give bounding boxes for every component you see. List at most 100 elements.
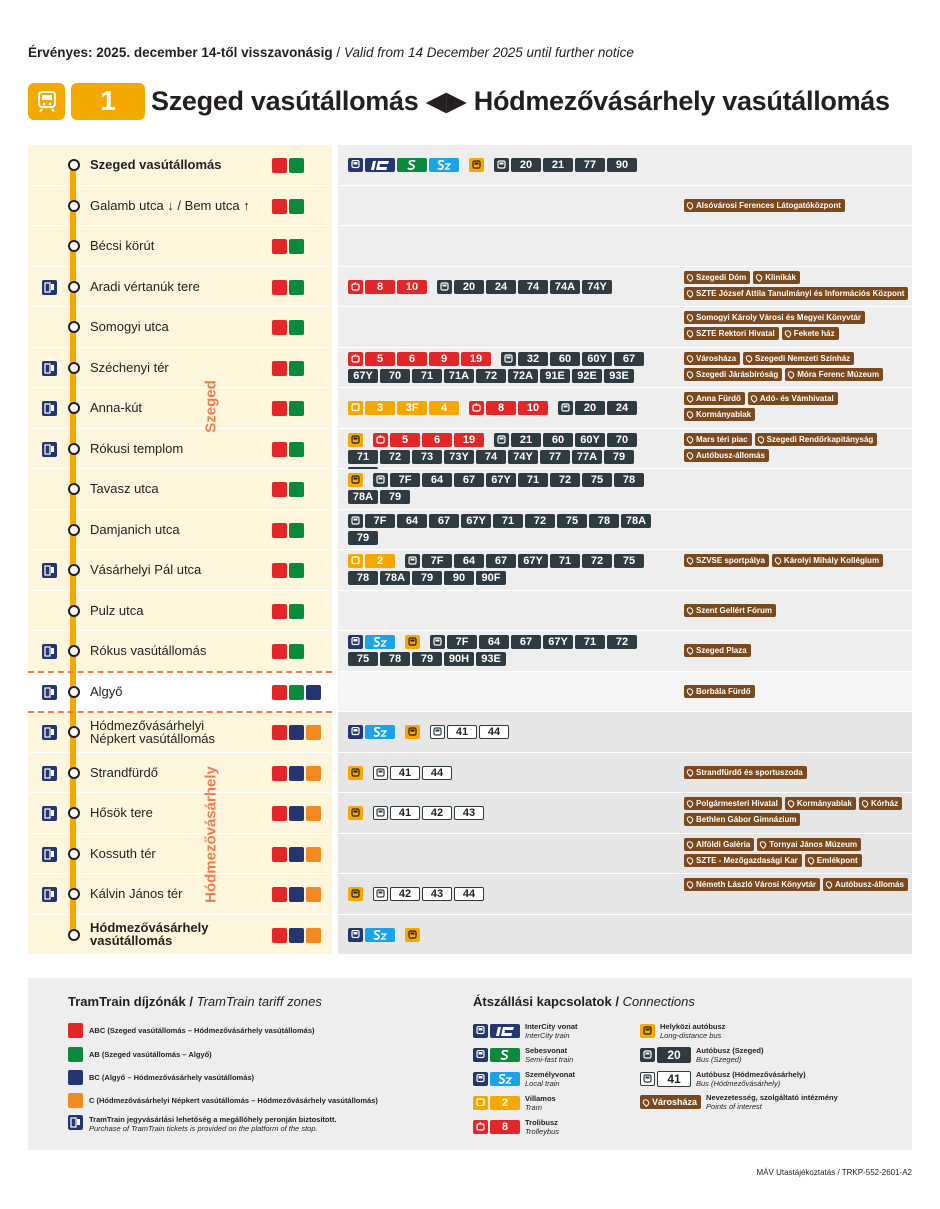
connection-list: 7F 64 67 67Y 71 72 75 78 79 90H 93E [348, 635, 664, 666]
stop-row: Hódmezővásárhely vasútállomás [28, 914, 912, 955]
zone-ab [289, 320, 304, 335]
stop-info: Vásárhelyi Pál utca [28, 550, 332, 591]
poi-list: Strandfürdő és sportuszoda [684, 765, 910, 779]
bus-line: 67Y [518, 554, 548, 568]
stop-name: Algyő [90, 683, 123, 699]
poi-list: Alföldi Galéria Tornyai János Múzeum SZTE … [684, 837, 910, 867]
trolleybus-line: 19 [461, 351, 491, 366]
zone-abc [272, 239, 287, 254]
stop-dot [68, 847, 80, 860]
validity-notice: Érvényes: 2025. december 14-től visszavo… [28, 45, 634, 60]
train-icon [473, 1072, 488, 1086]
poi-list: Borbála Fürdő [684, 684, 910, 698]
bus-icon [430, 725, 445, 739]
stop-dot [68, 483, 80, 495]
stop-dot [68, 928, 80, 941]
local-train-badge [365, 725, 395, 739]
bus-icon [373, 806, 388, 820]
line-header: 1 Szeged vasútállomás ◀▶ Hódmezővásárhel… [28, 82, 890, 120]
stop-name: Szeged vasútállomás [90, 157, 222, 173]
trolleybus-line: 10 [518, 401, 548, 415]
stop-name: Pulz utca [90, 602, 144, 618]
zone-ab [289, 360, 304, 376]
tram-line: 3F [397, 401, 427, 415]
stop-dot [68, 240, 80, 252]
poi-badge: Emlékpont [804, 853, 862, 867]
zone-ab [289, 441, 304, 457]
stop-connections: Szent Gellért Fórum [338, 590, 912, 631]
ticket-machine-icon [42, 563, 57, 578]
bus-icon [501, 351, 516, 366]
bus-icon [430, 635, 445, 649]
legend-zone-ab: AB (Szeged vasútállomás – Algyő) [68, 1047, 212, 1062]
bus-line: 67Y [543, 635, 573, 649]
zone-abc [272, 684, 287, 700]
connection-list: 2 7F 64 67 67Y 71 72 75 78 78A 79 90 90F [348, 554, 664, 585]
ticket-machine-icon [42, 765, 57, 781]
zone-markers [272, 360, 304, 376]
stop-dot [68, 645, 80, 657]
bus-line: 60Y [582, 351, 612, 366]
zone-c [306, 806, 321, 821]
poi-badge: Somogyi Károly Városi és Megyei Könyvtár [684, 311, 865, 324]
poi-list: Szent Gellért Fórum [684, 603, 910, 617]
poi-list: Szegedi Dóm Klinikák SZTE József Attila Ta… [684, 270, 910, 300]
poi-list: Szeged Plaza [684, 644, 910, 657]
stop-connections: 42 43 44 Németh László Városi Könyvtár Autób… [338, 874, 912, 915]
stop-dot [68, 564, 80, 576]
bus-line: 60Y [575, 432, 605, 447]
bus-line: 77A [572, 449, 602, 464]
tram-line: 4 [429, 401, 459, 415]
stop-connections: 41 42 43 Polgármesteri Hivatal Kormányablak K… [338, 793, 912, 834]
zone-ab [289, 239, 304, 254]
stop-info: Hódmezővásárhely vasútállomás [28, 914, 332, 955]
bus-line: 21 [543, 158, 573, 172]
bus-line: 42 [422, 806, 452, 820]
bus-line: 71 [412, 368, 442, 383]
bus-line: 78 [348, 571, 378, 585]
legend-local-train: Személyvonat Local train [473, 1070, 575, 1088]
ticket-machine-icon [42, 441, 57, 457]
zone-markers [272, 320, 304, 335]
connection-list [348, 927, 664, 942]
stop-connections: Alsóvárosi Ferences Látogatóközpont [338, 185, 912, 226]
bus-line: 78 [589, 513, 619, 528]
stop-connections: 7F 64 67 67Y 71 72 75 78 78A 79 [338, 509, 912, 550]
bus-line: 90 [444, 571, 474, 585]
zone-markers [272, 806, 321, 821]
bus-line: 73Y [444, 449, 474, 464]
train-icon [473, 1048, 488, 1062]
poi-badge: Szegedi Rendőrkapitányság [754, 432, 878, 446]
poi-badge: SZTE József Attila Tanulmányi és Informá… [684, 286, 909, 300]
stop-row: Hősök tere 41 42 43 Polgármesteri Hivatal Kor… [28, 793, 912, 834]
bus-line: 72A [508, 368, 538, 383]
stop-connections: 3 3F 4 8 10 20 24 Anna Fürdő Adó- és Vámhivatal K… [338, 388, 912, 429]
bus-line: 74A [550, 279, 580, 294]
trolleybus-line: 5 [365, 351, 395, 366]
poi-list: Somogyi Károly Városi és Megyei Könyvtár… [684, 311, 910, 340]
bus-line: 71 [348, 449, 378, 464]
poi-badge: SZVSE sportpálya [684, 554, 769, 567]
bus-line: 20 [575, 401, 605, 415]
zone-bc [289, 887, 304, 902]
bus-line: 93E [476, 652, 506, 666]
stop-row: Rókus vasútállomás 7F 64 67 67Y 71 72 75 78 79 90H… [28, 631, 912, 672]
stop-name: Galamb utca ↓ / Bem utca ↑ [90, 197, 250, 213]
stop-connections: 41 44 Strandfürdő és sportuszoda [338, 752, 912, 793]
bus-icon [494, 432, 509, 447]
ticket-machine-icon [42, 806, 57, 821]
stop-row: Damjanich utca 7F 64 67 67Y 71 72 75 78 78A 79 [28, 509, 912, 550]
zone-abc [272, 441, 287, 457]
stop-dot [68, 199, 80, 212]
stop-name: Damjanich utca [90, 521, 180, 537]
legend-zone-abc: ABC (Szeged vasútállomás – Hódmezővásárh… [68, 1023, 315, 1038]
bus-line: 67Y [348, 368, 378, 383]
stop-info: Hősök tere [28, 793, 332, 834]
bus-line: 77 [575, 158, 605, 172]
bus-line: 78 [614, 473, 644, 487]
poi-badge: Szegedi Nemzeti Színház [743, 351, 855, 365]
zone-abc [272, 522, 287, 538]
zone-bc [289, 927, 304, 943]
stop-info: Strandfürdő [28, 752, 332, 793]
bus-line: 64 [454, 554, 484, 568]
